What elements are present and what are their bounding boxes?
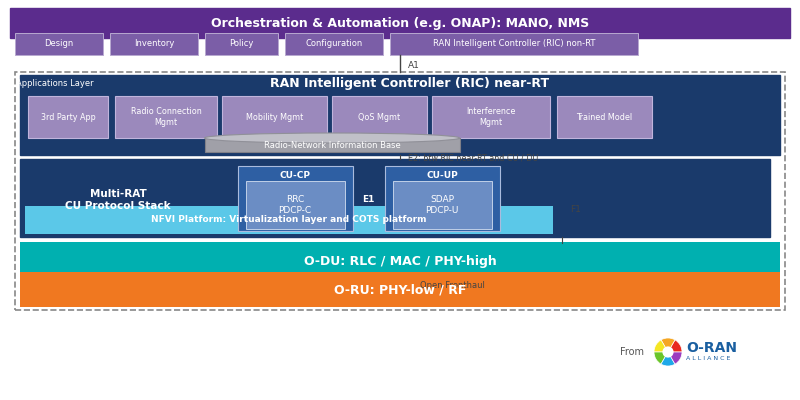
FancyBboxPatch shape bbox=[238, 166, 353, 231]
FancyBboxPatch shape bbox=[332, 96, 427, 138]
Text: Configuration: Configuration bbox=[306, 40, 362, 48]
Wedge shape bbox=[661, 352, 675, 366]
FancyBboxPatch shape bbox=[20, 159, 770, 237]
Text: SDAP
PDCP-U: SDAP PDCP-U bbox=[426, 195, 458, 215]
Text: QoS Mgmt: QoS Mgmt bbox=[358, 112, 401, 122]
FancyBboxPatch shape bbox=[222, 96, 327, 138]
Wedge shape bbox=[654, 340, 668, 352]
Text: Applications Layer: Applications Layer bbox=[16, 78, 94, 88]
Text: A1: A1 bbox=[408, 60, 420, 70]
Wedge shape bbox=[654, 352, 668, 364]
FancyBboxPatch shape bbox=[432, 96, 550, 138]
Ellipse shape bbox=[205, 133, 459, 143]
FancyBboxPatch shape bbox=[28, 96, 108, 138]
Text: Mobility Mgmt: Mobility Mgmt bbox=[246, 112, 303, 122]
Text: CU-CP: CU-CP bbox=[279, 170, 310, 180]
Text: O-DU: RLC / MAC / PHY-high: O-DU: RLC / MAC / PHY-high bbox=[304, 254, 496, 268]
Wedge shape bbox=[668, 340, 682, 352]
FancyBboxPatch shape bbox=[110, 33, 198, 55]
FancyBboxPatch shape bbox=[393, 181, 492, 229]
FancyBboxPatch shape bbox=[205, 33, 278, 55]
Text: RAN Intelligent Controller (RIC) near-RT: RAN Intelligent Controller (RIC) near-RT bbox=[270, 76, 550, 90]
Text: Orchestration & Automation (e.g. ONAP): MANO, NMS: Orchestration & Automation (e.g. ONAP): … bbox=[211, 16, 589, 30]
Text: NFVI Platform: Virtualization layer and COTS platform: NFVI Platform: Virtualization layer and … bbox=[151, 216, 426, 224]
Text: Open Fronthaul: Open Fronthaul bbox=[420, 280, 485, 290]
Wedge shape bbox=[668, 352, 682, 364]
Text: Radio-Network Information Base: Radio-Network Information Base bbox=[264, 140, 400, 150]
Circle shape bbox=[662, 346, 674, 358]
Text: Trained Model: Trained Model bbox=[577, 112, 633, 122]
FancyBboxPatch shape bbox=[205, 138, 460, 152]
Text: Multi-RAT
CU Protocol Stack: Multi-RAT CU Protocol Stack bbox=[65, 189, 171, 211]
FancyBboxPatch shape bbox=[10, 8, 790, 38]
FancyBboxPatch shape bbox=[20, 242, 780, 280]
FancyBboxPatch shape bbox=[15, 33, 103, 55]
Text: E2: btw RIC near-RT and CU / DU: E2: btw RIC near-RT and CU / DU bbox=[408, 154, 538, 162]
Text: A L L I A N C E: A L L I A N C E bbox=[686, 356, 730, 360]
FancyBboxPatch shape bbox=[20, 75, 780, 155]
Text: O-RAN: O-RAN bbox=[686, 341, 737, 355]
Text: O-RU: PHY-low / RF: O-RU: PHY-low / RF bbox=[334, 284, 466, 296]
Text: Radio Connection
Mgmt: Radio Connection Mgmt bbox=[130, 107, 202, 127]
Text: Interference
Mgmt: Interference Mgmt bbox=[466, 107, 516, 127]
Text: Policy: Policy bbox=[230, 40, 254, 48]
FancyBboxPatch shape bbox=[246, 181, 345, 229]
Text: CU-UP: CU-UP bbox=[426, 170, 458, 180]
Text: RRC
PDCP-C: RRC PDCP-C bbox=[278, 195, 311, 215]
Wedge shape bbox=[661, 338, 675, 352]
Text: RAN Intelligent Controller (RIC) non-RT: RAN Intelligent Controller (RIC) non-RT bbox=[433, 40, 595, 48]
FancyBboxPatch shape bbox=[285, 33, 383, 55]
FancyBboxPatch shape bbox=[385, 166, 500, 231]
Text: 3rd Party App: 3rd Party App bbox=[41, 112, 95, 122]
Text: E1: E1 bbox=[362, 196, 374, 204]
Text: Design: Design bbox=[44, 40, 74, 48]
FancyBboxPatch shape bbox=[557, 96, 652, 138]
Text: From: From bbox=[620, 347, 644, 357]
FancyBboxPatch shape bbox=[115, 96, 217, 138]
FancyBboxPatch shape bbox=[25, 206, 553, 234]
Text: Inventory: Inventory bbox=[134, 40, 174, 48]
Text: F1: F1 bbox=[570, 206, 581, 214]
FancyBboxPatch shape bbox=[390, 33, 638, 55]
FancyBboxPatch shape bbox=[20, 272, 780, 307]
